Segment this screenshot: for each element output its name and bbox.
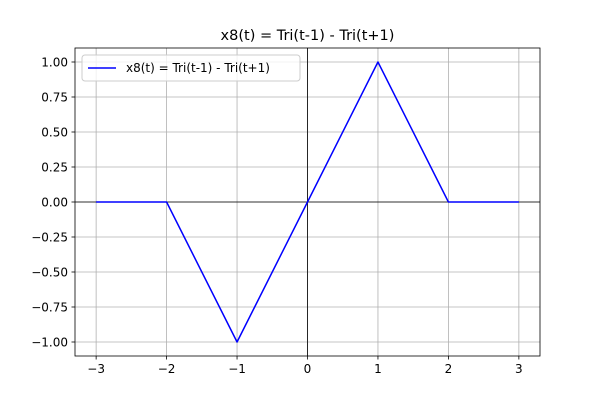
y-tick-label: 0.50 [41, 125, 68, 139]
series-line [96, 61, 519, 343]
legend-label: x8(t) = Tri(t-1) - Tri(t+1) [126, 61, 270, 75]
y-axis: −1.00 −0.75 −0.50 −0.25 0.00 0.25 0.50 0.75 1.00 [31, 55, 75, 349]
y-tick-label: −0.25 [31, 230, 68, 244]
x-axis: −3 −2 −1 0 1 2 3 [87, 356, 523, 376]
y-tick-label: 0.00 [41, 195, 68, 209]
x-tick-label: 1 [374, 362, 382, 376]
y-tick-label: −0.75 [31, 300, 68, 314]
x-tick-label: 3 [515, 362, 523, 376]
chart-title: x8(t) = Tri(t-1) - Tri(t+1) [221, 28, 395, 44]
x-tick-label: −3 [87, 362, 105, 376]
y-tick-label: 0.25 [41, 160, 68, 174]
legend: x8(t) = Tri(t-1) - Tri(t+1) [81, 54, 301, 82]
x-tick-label: 2 [445, 362, 453, 376]
y-tick-label: 0.75 [41, 90, 68, 104]
legend-box [81, 54, 301, 82]
y-tick-label: −1.00 [31, 335, 68, 349]
x-tick-label: −2 [158, 362, 176, 376]
x-tick-label: −1 [228, 362, 246, 376]
series-layer [96, 61, 519, 343]
y-tick-label: −0.50 [31, 265, 68, 279]
x-tick-label: 0 [304, 362, 312, 376]
y-tick-label: 1.00 [41, 55, 68, 69]
